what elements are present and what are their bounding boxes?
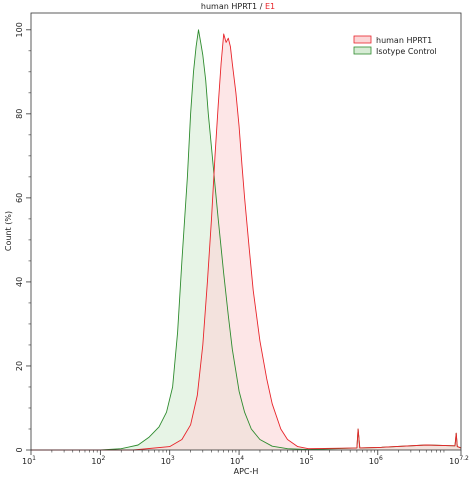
x-tick-label: 105 — [299, 455, 313, 466]
x-tick-label: 104 — [230, 455, 244, 466]
legend-swatch-isotype-control — [353, 46, 372, 55]
x-axis-label: APC-H — [234, 467, 259, 476]
legend: human HPRT1 Isotype Control — [353, 35, 437, 56]
x-tick-label: 101 — [22, 455, 36, 466]
y-axis-label: Count (%) — [4, 211, 13, 251]
y-tick-label: 20 — [15, 361, 24, 371]
y-tick-label: 60 — [15, 193, 24, 203]
legend-swatch-human-hprt1 — [353, 35, 372, 44]
legend-label-human-hprt1: human HPRT1 — [376, 36, 432, 45]
chart-title-suffix: E1 — [265, 2, 275, 11]
plot-area — [31, 29, 462, 451]
y-tick-label: 80 — [15, 109, 24, 119]
series-line-human-hprt1 — [31, 33, 462, 451]
x-tick-label: 107.2 — [449, 455, 469, 466]
plot-frame — [30, 12, 462, 451]
y-tick-label: 0 — [15, 447, 24, 452]
x-tick-label: 106 — [369, 455, 383, 466]
x-tick-label: 103 — [161, 455, 175, 466]
legend-label-isotype-control: Isotype Control — [376, 47, 437, 56]
y-tick-label: 100 — [15, 22, 24, 37]
chart-title-prefix: human HPRT1 / — [201, 2, 265, 11]
axes: 101 102 103 104 105 106 107.2 0 20 40 60 80 100 — [15, 22, 469, 466]
y-tick-label: 40 — [15, 277, 24, 287]
chart-title: human HPRT1 / E1 — [201, 2, 275, 11]
series-fill-human-hprt1 — [31, 34, 461, 450]
x-tick-label: 102 — [91, 455, 105, 466]
